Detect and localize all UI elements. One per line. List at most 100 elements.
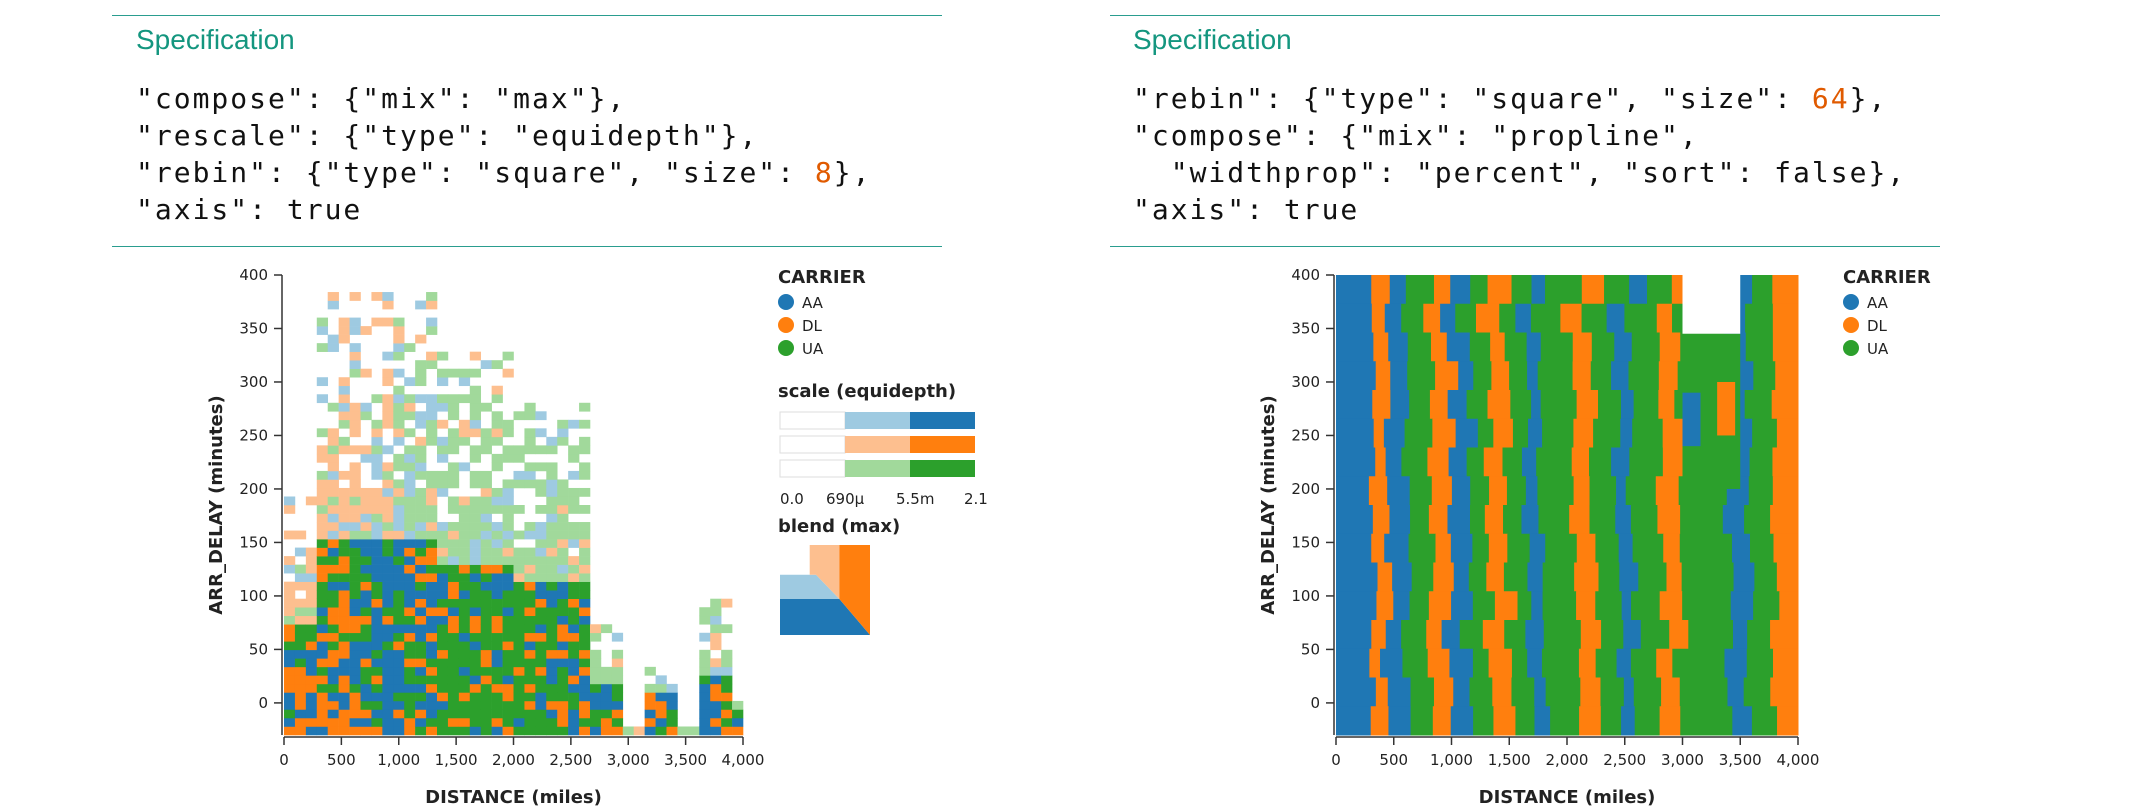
right-heatmap-cell <box>1336 677 1377 707</box>
left-heatmap-cell <box>568 445 580 455</box>
left-heatmap-cell <box>557 683 569 693</box>
left-heatmap-cell <box>535 598 547 608</box>
left-heatmap-cell <box>382 607 394 617</box>
right-heatmap-cell <box>1595 591 1623 621</box>
left-heatmap-cell <box>721 598 733 608</box>
left-heatmap-cell <box>437 658 449 668</box>
left-heatmap-cell <box>546 539 558 548</box>
right-heatmap-cell <box>1336 418 1375 448</box>
left-heatmap-cell <box>568 573 580 582</box>
left-heatmap-cell <box>360 641 372 651</box>
right-heatmap-cell <box>1623 620 1642 650</box>
left-heatmap-cell <box>284 496 296 506</box>
left-heatmap-cell <box>557 709 569 719</box>
left-heatmap-cell <box>568 675 580 685</box>
left-heatmap-cell <box>393 581 405 591</box>
left-heatmap-cell <box>426 513 438 523</box>
left-scale-cell-light <box>845 436 910 453</box>
left-heatmap-cell <box>338 377 350 387</box>
left-heatmap-cell <box>502 445 514 455</box>
left-heatmap-cell <box>557 641 569 651</box>
left-heatmap-cell <box>404 556 416 565</box>
left-heatmap-cell <box>513 717 525 727</box>
left-heatmap-cell <box>284 632 296 642</box>
right-legend-swatch-aa <box>1843 294 1859 310</box>
right-heatmap-cell <box>1680 505 1724 535</box>
left-heatmap-cell <box>393 462 405 472</box>
left-heatmap-cell <box>338 547 350 557</box>
left-heatmap-cell <box>480 726 492 736</box>
left-heatmap-cell <box>458 377 471 387</box>
left-heatmap-cell <box>371 581 383 591</box>
left-heatmap-cell <box>437 624 449 634</box>
left-heatmap-cell <box>415 700 427 710</box>
right-heatmap-cell <box>1745 303 1774 333</box>
left-heatmap-cell <box>447 470 460 480</box>
left-heatmap-cell <box>404 479 416 489</box>
left-heatmap-cell <box>371 487 383 497</box>
left-heatmap-cell <box>415 496 427 506</box>
left-heatmap-cell <box>469 394 482 404</box>
right-heatmap-cell <box>1572 361 1592 391</box>
left-heatmap-cell <box>294 717 307 727</box>
left-heatmap-cell <box>404 411 416 421</box>
left-spec-code: "compose": {"mix": "max"}, "rescale": {"t… <box>136 80 871 228</box>
left-heatmap-cell <box>404 573 416 582</box>
left-heatmap-cell <box>305 564 318 574</box>
right-legend-title: CARRIER <box>1843 267 1931 288</box>
left-scale-tick-label: 2.1 <box>964 490 988 508</box>
right-heatmap-cell <box>1368 476 1388 506</box>
left-heatmap-cell <box>382 598 394 608</box>
left-heatmap-cell <box>513 649 525 659</box>
left-heatmap-cell <box>316 377 329 387</box>
left-heatmap-cell <box>437 675 449 685</box>
right-heatmap-cell <box>1336 447 1376 477</box>
right-code-line-2: "widthprop": "percent", "sort": false}, <box>1133 154 1906 191</box>
right-heatmap-cell <box>1534 677 1547 707</box>
left-heatmap-cell <box>557 573 569 582</box>
left-heatmap-cell <box>557 505 569 514</box>
left-heatmap-cell <box>590 675 602 685</box>
left-y-tick-label: 100 <box>239 587 268 605</box>
left-heatmap-cell <box>546 658 558 668</box>
left-heatmap-cell <box>327 496 339 506</box>
left-heatmap-cell <box>437 649 449 659</box>
left-heatmap-cell <box>371 505 383 514</box>
left-heatmap-cell <box>502 496 514 506</box>
left-heatmap-cell <box>437 615 449 625</box>
left-heatmap-cell <box>568 581 580 591</box>
left-heatmap-cell <box>469 547 482 557</box>
right-heatmap-cell <box>1383 418 1406 448</box>
left-heatmap-cell <box>469 717 482 727</box>
left-heatmap-cell <box>371 394 383 404</box>
left-heatmap-cell <box>349 598 361 608</box>
right-heatmap-cell <box>1743 677 1771 707</box>
left-heatmap-cell <box>426 675 438 685</box>
right-heatmap-cell <box>1656 648 1673 678</box>
left-heatmap-cell <box>338 692 350 702</box>
left-heatmap-cell <box>327 300 339 310</box>
left-heatmap-cell <box>447 479 460 489</box>
right-heatmap-cell <box>1488 533 1508 563</box>
left-heatmap-cell <box>535 590 547 600</box>
left-heatmap-cell <box>338 700 350 710</box>
right-heatmap-cell <box>1682 591 1732 621</box>
right-heatmap-cell <box>1580 620 1602 650</box>
left-heatmap-cell <box>338 402 350 412</box>
left-heatmap-cell <box>447 658 460 668</box>
left-heatmap-cell <box>447 530 460 540</box>
left-heatmap-cell <box>415 615 427 625</box>
right-bottom-rule <box>1110 246 1940 247</box>
right-heatmap-cell <box>1433 275 1451 305</box>
right-heatmap-cell <box>1428 591 1452 621</box>
left-heatmap-cell <box>458 436 471 446</box>
left-heatmap-cell <box>404 632 416 642</box>
right-heatmap-cell <box>1375 677 1389 707</box>
left-heatmap-cell <box>349 462 361 472</box>
right-heatmap-cell <box>1371 303 1386 333</box>
left-heatmap-cell <box>327 522 339 531</box>
right-heatmap-cell <box>1574 562 1599 592</box>
left-heatmap-cell <box>415 573 427 582</box>
right-heatmap-cell <box>1631 332 1661 362</box>
left-heatmap-cell <box>404 428 416 438</box>
